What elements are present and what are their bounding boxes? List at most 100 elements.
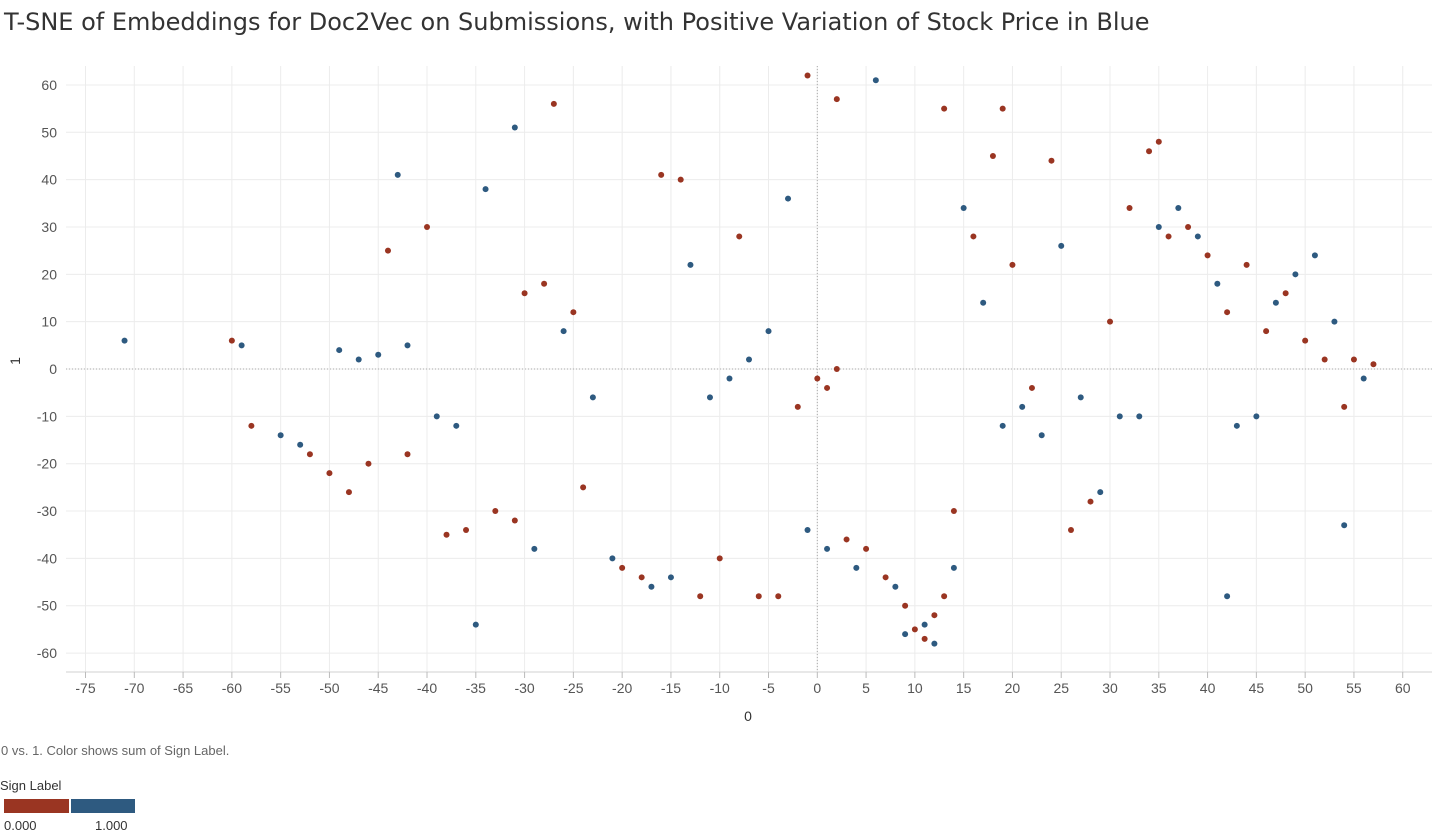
data-point-negative	[1146, 148, 1153, 155]
data-point-negative	[1302, 337, 1309, 344]
y-axis-ticks: 60 50 40 30 20 10 0 -10 -20 -30 -40 -50 -60	[37, 77, 57, 661]
x-tick-label: -30	[514, 680, 534, 696]
data-point-positive	[1233, 422, 1240, 429]
x-tick-label: 15	[956, 680, 972, 696]
data-point-positive	[687, 261, 694, 268]
data-point-negative	[326, 470, 333, 477]
data-point-positive	[297, 441, 304, 448]
data-point-negative	[1009, 261, 1016, 268]
data-point-positive	[931, 640, 938, 647]
data-point-positive	[804, 526, 811, 533]
data-point-negative	[902, 602, 909, 609]
data-point-positive	[853, 564, 860, 571]
data-point-negative	[736, 233, 743, 240]
x-tick-label: 55	[1346, 680, 1362, 696]
data-point-negative	[638, 574, 645, 581]
data-point-negative	[863, 545, 870, 552]
x-tick-label: -75	[75, 680, 95, 696]
data-point-negative	[970, 233, 977, 240]
x-tick-label: -20	[612, 680, 632, 696]
data-point-positive	[706, 394, 713, 401]
data-point-negative	[1243, 261, 1250, 268]
data-point-positive	[980, 299, 987, 306]
data-point-negative	[804, 72, 811, 79]
x-tick-label: -25	[563, 680, 583, 696]
data-point-positive	[531, 545, 538, 552]
data-point-negative	[658, 171, 665, 178]
x-tick-label: 20	[1005, 680, 1021, 696]
legend-high-swatch	[69, 799, 135, 813]
data-point-positive	[336, 347, 343, 354]
data-point-negative	[755, 593, 762, 600]
x-tick-label: -55	[271, 680, 291, 696]
data-point-negative	[999, 105, 1006, 112]
x-tick-label: -60	[222, 680, 242, 696]
data-point-negative	[443, 531, 450, 538]
data-point-negative	[1155, 138, 1162, 145]
data-point-positive	[1341, 522, 1348, 529]
data-point-positive	[1116, 413, 1123, 420]
data-points	[121, 72, 1377, 647]
data-point-negative	[843, 536, 850, 543]
data-point-negative	[580, 484, 587, 491]
legend-title: Sign Label	[0, 778, 62, 793]
data-point-negative	[677, 176, 684, 183]
data-point-negative	[1126, 205, 1133, 212]
data-point-positive	[482, 186, 489, 193]
data-point-positive	[394, 171, 401, 178]
data-point-negative	[1107, 318, 1114, 325]
data-point-negative	[911, 626, 918, 633]
x-tick-label: 60	[1395, 680, 1411, 696]
data-point-positive	[560, 328, 567, 335]
data-point-negative	[931, 612, 938, 619]
data-point-positive	[1331, 318, 1338, 325]
x-tick-label: -65	[173, 680, 193, 696]
data-point-negative	[775, 593, 782, 600]
data-point-negative	[833, 96, 840, 103]
data-point-negative	[921, 635, 928, 642]
data-point-negative	[570, 309, 577, 316]
data-point-negative	[1321, 356, 1328, 363]
data-point-negative	[814, 375, 821, 382]
legend-low-swatch	[4, 799, 70, 813]
data-point-positive	[1038, 432, 1045, 439]
data-point-negative	[941, 105, 948, 112]
data-point-negative	[1341, 403, 1348, 410]
data-point-negative	[833, 366, 840, 372]
y-tick-label: 60	[41, 77, 57, 93]
data-point-positive	[433, 413, 440, 420]
data-point-negative	[697, 593, 704, 600]
data-point-positive	[1175, 205, 1182, 212]
data-point-positive	[1292, 271, 1299, 278]
x-tick-label: -70	[124, 680, 144, 696]
x-axis-label: 0	[744, 708, 752, 724]
chart-title: T-SNE of Embeddings for Doc2Vec on Submi…	[4, 8, 1150, 36]
x-tick-label: 30	[1102, 680, 1118, 696]
y-tick-label: -10	[37, 408, 57, 424]
data-point-positive	[921, 621, 928, 628]
x-tick-label: 40	[1200, 680, 1216, 696]
x-tick-label: 5	[862, 680, 870, 696]
y-tick-label: -50	[37, 598, 57, 614]
data-point-negative	[306, 451, 313, 458]
data-point-positive	[746, 356, 752, 363]
data-point-positive	[872, 77, 879, 84]
data-point-positive	[1194, 233, 1201, 240]
y-tick-label: 30	[41, 219, 57, 235]
data-point-negative	[521, 290, 528, 297]
data-point-negative	[1350, 356, 1357, 363]
zero-lines	[66, 66, 1432, 672]
y-tick-label: 40	[41, 172, 57, 188]
data-point-negative	[550, 100, 557, 107]
data-point-negative	[424, 223, 431, 230]
data-point-positive	[1136, 413, 1143, 420]
x-tick-label: 50	[1297, 680, 1313, 696]
y-tick-label: 0	[49, 361, 57, 377]
data-point-positive	[375, 351, 382, 358]
y-tick-label: -40	[37, 550, 57, 566]
data-point-positive	[472, 621, 479, 628]
grid	[66, 66, 1432, 673]
y-tick-label: 10	[41, 314, 57, 330]
data-point-positive	[1311, 252, 1318, 259]
data-point-positive	[892, 583, 899, 590]
